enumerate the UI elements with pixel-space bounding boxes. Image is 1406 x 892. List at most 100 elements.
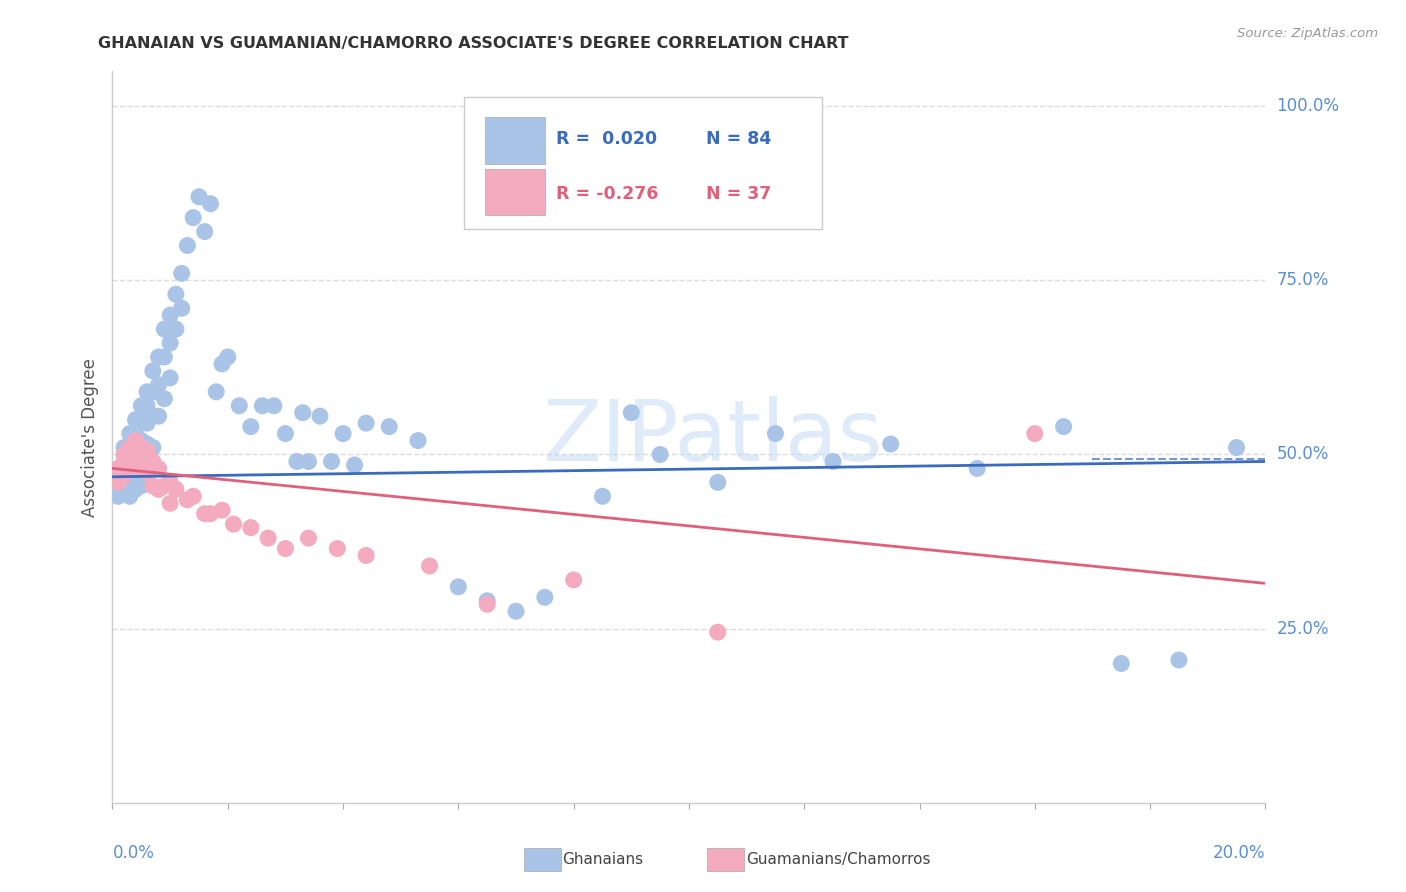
Point [170, 301, 193, 316]
Point [129, 461, 153, 475]
Text: Guamanians/Chamorros: Guamanians/Chamorros [747, 853, 931, 867]
Point [419, 558, 441, 573]
Text: R = -0.276: R = -0.276 [557, 185, 659, 202]
Point [620, 406, 643, 420]
Point [124, 412, 146, 426]
Point [136, 444, 159, 458]
Point [165, 322, 187, 336]
Point [309, 409, 332, 424]
Point [378, 419, 401, 434]
Point [475, 594, 499, 608]
Point [274, 426, 297, 441]
Point [159, 371, 181, 385]
Point [170, 266, 193, 280]
Point [107, 461, 129, 475]
Point [239, 521, 262, 535]
Text: ZIPatlas: ZIPatlas [541, 395, 883, 479]
Point [129, 461, 153, 475]
Point [142, 441, 165, 455]
Point [118, 441, 141, 455]
Point [257, 531, 280, 545]
Point [263, 399, 285, 413]
Point [136, 416, 159, 430]
Point [211, 503, 233, 517]
Point [118, 454, 141, 468]
Point [112, 468, 135, 483]
Point [650, 448, 672, 462]
Text: N = 84: N = 84 [706, 130, 772, 148]
Point [107, 489, 129, 503]
Text: 75.0%: 75.0% [1277, 271, 1329, 289]
Point [217, 350, 239, 364]
Text: 0.0%: 0.0% [112, 845, 155, 863]
Point [239, 419, 262, 434]
Point [447, 580, 470, 594]
Point [124, 483, 146, 497]
Point [148, 483, 170, 497]
Point [112, 483, 135, 497]
Point [297, 454, 319, 468]
Point [118, 426, 141, 441]
Point [406, 434, 429, 448]
Point [228, 399, 250, 413]
Point [332, 426, 354, 441]
Point [148, 409, 170, 424]
Point [153, 479, 176, 493]
Point [129, 434, 153, 448]
Point [188, 190, 211, 204]
Point [153, 322, 176, 336]
Point [129, 479, 153, 493]
Point [1167, 653, 1189, 667]
Point [129, 448, 153, 462]
Point [124, 465, 146, 479]
Text: Source: ZipAtlas.com: Source: ZipAtlas.com [1237, 27, 1378, 40]
Point [181, 489, 204, 503]
Point [505, 604, 527, 618]
Text: Ghanaians: Ghanaians [562, 853, 644, 867]
Point [354, 416, 377, 430]
Point [112, 448, 135, 462]
Point [475, 597, 499, 611]
Point [159, 475, 181, 490]
Point [205, 384, 228, 399]
Point [142, 364, 165, 378]
Point [136, 465, 159, 479]
Point [129, 441, 153, 455]
Point [136, 437, 159, 451]
Point [159, 308, 181, 322]
Text: N = 37: N = 37 [706, 185, 772, 202]
Point [136, 399, 159, 413]
Point [222, 517, 245, 532]
Point [112, 468, 135, 483]
Point [966, 461, 988, 475]
Point [176, 492, 198, 507]
Point [118, 461, 141, 475]
Point [112, 441, 135, 455]
Point [1111, 657, 1133, 671]
Point [200, 507, 222, 521]
Point [118, 441, 141, 455]
Point [124, 448, 146, 462]
Point [142, 454, 165, 468]
Point [148, 461, 170, 475]
Point [343, 458, 366, 472]
Point [707, 475, 730, 490]
Point [124, 434, 146, 448]
Y-axis label: Associate's Degree: Associate's Degree [80, 358, 98, 516]
Point [107, 475, 129, 490]
Point [326, 541, 349, 556]
Point [1053, 419, 1076, 434]
Point [707, 625, 730, 640]
Point [107, 461, 129, 475]
FancyBboxPatch shape [485, 118, 546, 164]
FancyBboxPatch shape [485, 169, 546, 216]
Point [159, 496, 181, 510]
Point [165, 287, 187, 301]
Point [562, 573, 585, 587]
Text: GHANAIAN VS GUAMANIAN/CHAMORRO ASSOCIATE'S DEGREE CORRELATION CHART: GHANAIAN VS GUAMANIAN/CHAMORRO ASSOCIATE… [98, 36, 849, 51]
Point [136, 384, 159, 399]
FancyBboxPatch shape [464, 97, 821, 228]
Point [321, 454, 343, 468]
Point [112, 454, 135, 468]
Point [821, 454, 844, 468]
